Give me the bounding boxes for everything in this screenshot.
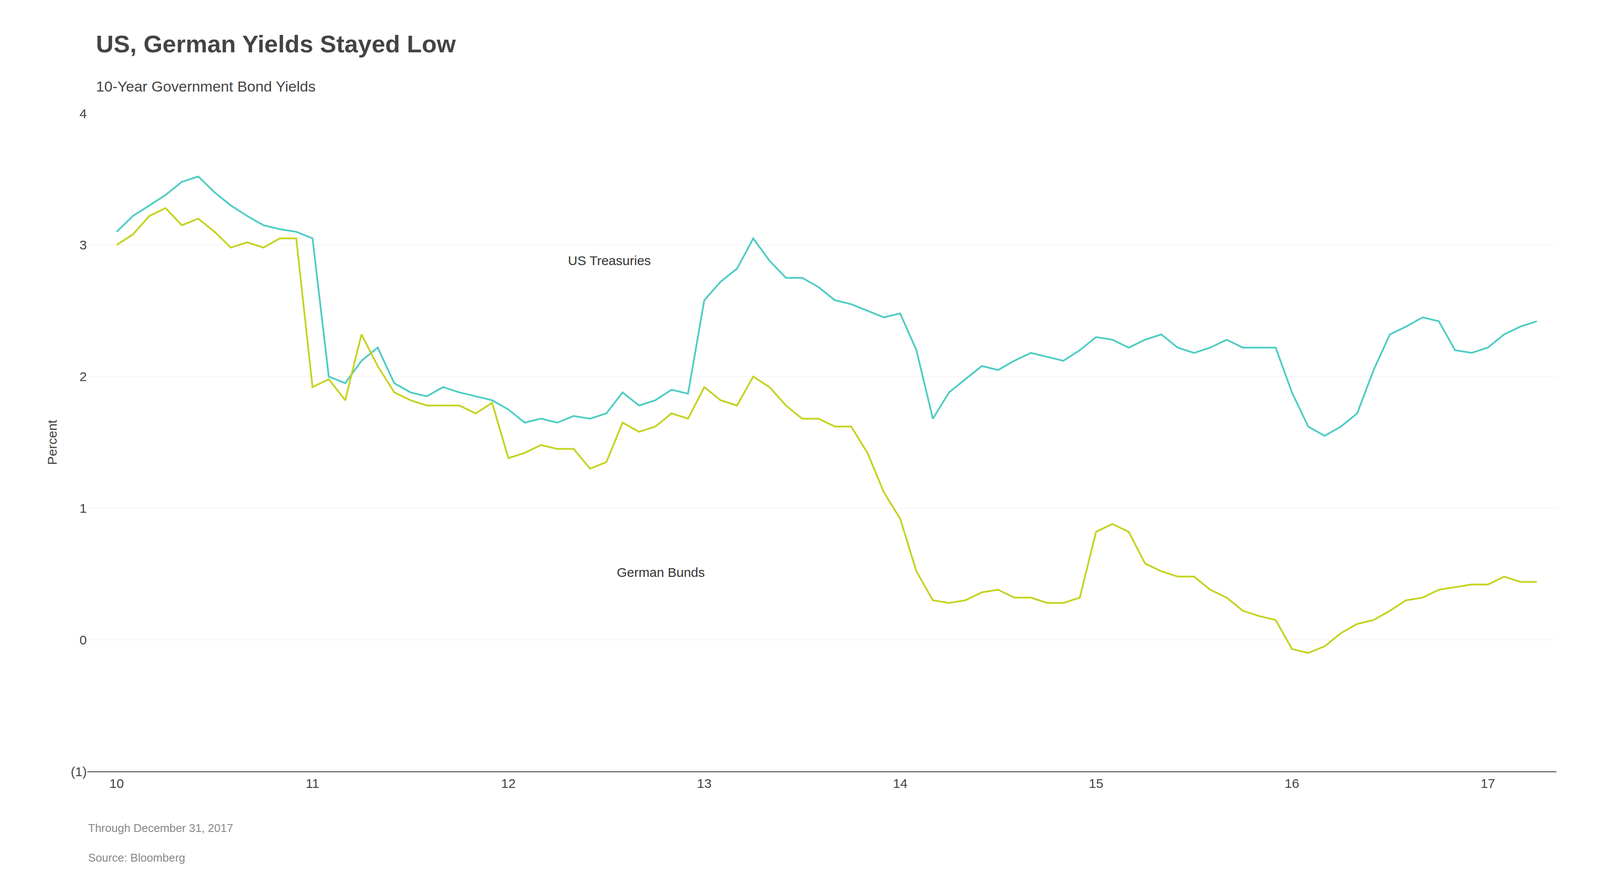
svg-text:10-Year Government Bond Yields: 10-Year Government Bond Yields bbox=[95, 78, 316, 95]
svg-text:17: 17 bbox=[1480, 776, 1495, 791]
svg-text:1: 1 bbox=[79, 501, 87, 516]
svg-text:12: 12 bbox=[501, 776, 516, 791]
svg-text:Source: Bloomberg: Source: Bloomberg bbox=[88, 851, 186, 865]
svg-text:(1): (1) bbox=[70, 764, 87, 780]
svg-text:Through December 31, 2017: Through December 31, 2017 bbox=[88, 821, 233, 835]
svg-text:German Bunds: German Bunds bbox=[616, 565, 705, 580]
svg-text:US Treasuries: US Treasuries bbox=[567, 253, 651, 268]
svg-text:US, German Yields Stayed Low: US, German Yields Stayed Low bbox=[95, 30, 456, 58]
svg-text:4: 4 bbox=[79, 106, 87, 121]
svg-text:13: 13 bbox=[697, 776, 712, 791]
svg-text:Percent: Percent bbox=[44, 419, 60, 465]
svg-text:3: 3 bbox=[79, 237, 87, 253]
svg-text:11: 11 bbox=[305, 776, 320, 791]
svg-text:14: 14 bbox=[892, 776, 908, 791]
svg-text:10: 10 bbox=[109, 776, 124, 791]
svg-text:15: 15 bbox=[1088, 776, 1104, 791]
svg-text:0: 0 bbox=[79, 632, 87, 648]
svg-text:16: 16 bbox=[1284, 776, 1300, 791]
svg-text:2: 2 bbox=[79, 369, 87, 384]
